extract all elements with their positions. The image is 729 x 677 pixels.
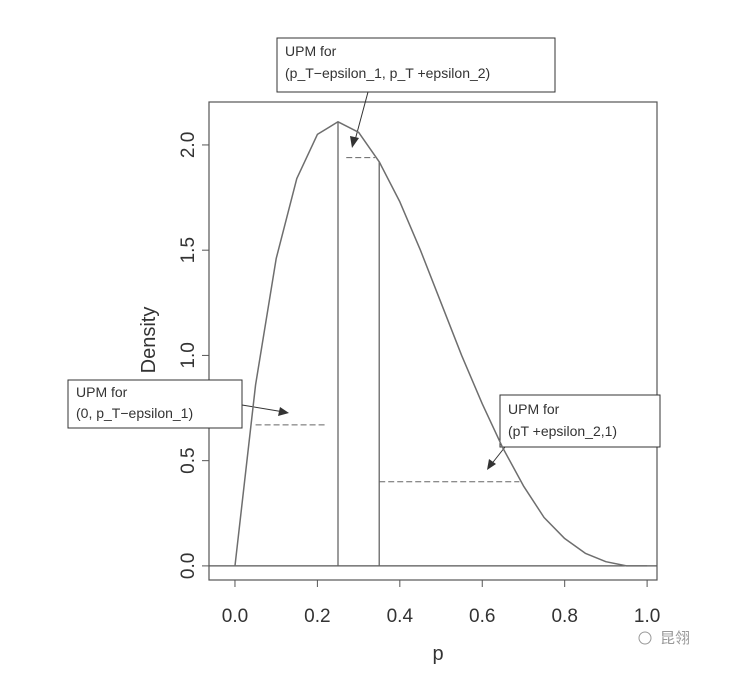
annotation-text: UPM for: [76, 384, 128, 400]
annotation-text: UPM for: [508, 401, 560, 417]
y-tick-label: 0.5: [178, 447, 199, 473]
annotation-box: [499, 394, 661, 448]
plot-frame: [208, 101, 658, 581]
annotation-text: (pT +epsilon_2,1): [508, 423, 617, 439]
x-tick-label: 0.6: [469, 606, 495, 627]
x-axis-label: p: [432, 643, 443, 665]
x-tick-label: 1.0: [634, 606, 660, 627]
y-axis-label: Density: [138, 307, 160, 374]
arrow-head: [350, 136, 359, 148]
annotation-arrow: [241, 404, 285, 413]
annotation-box: [67, 379, 243, 429]
watermark: 昆翎: [660, 630, 690, 647]
annotation-text: (0, p_T−epsilon_1): [76, 405, 193, 421]
density-curve: [234, 121, 648, 567]
arrow-head: [278, 407, 289, 416]
annotation-arrow: [353, 91, 369, 145]
annotation-text: UPM for: [285, 43, 337, 59]
x-tick-label: 0.0: [222, 606, 248, 627]
annotation-text: (p_T−epsilon_1, p_T +epsilon_2): [285, 65, 490, 81]
x-tick-label: 0.8: [551, 606, 577, 627]
y-tick-label: 1.5: [178, 237, 199, 263]
arrow-head: [487, 459, 496, 470]
x-tick-label: 0.4: [387, 606, 414, 627]
annotation-box: [276, 37, 556, 93]
y-tick-label: 0.0: [178, 553, 199, 579]
watermark-icon: [638, 631, 652, 645]
x-tick-label: 0.2: [304, 606, 330, 627]
y-tick-label: 2.0: [178, 132, 199, 158]
y-tick-label: 1.0: [178, 342, 199, 368]
